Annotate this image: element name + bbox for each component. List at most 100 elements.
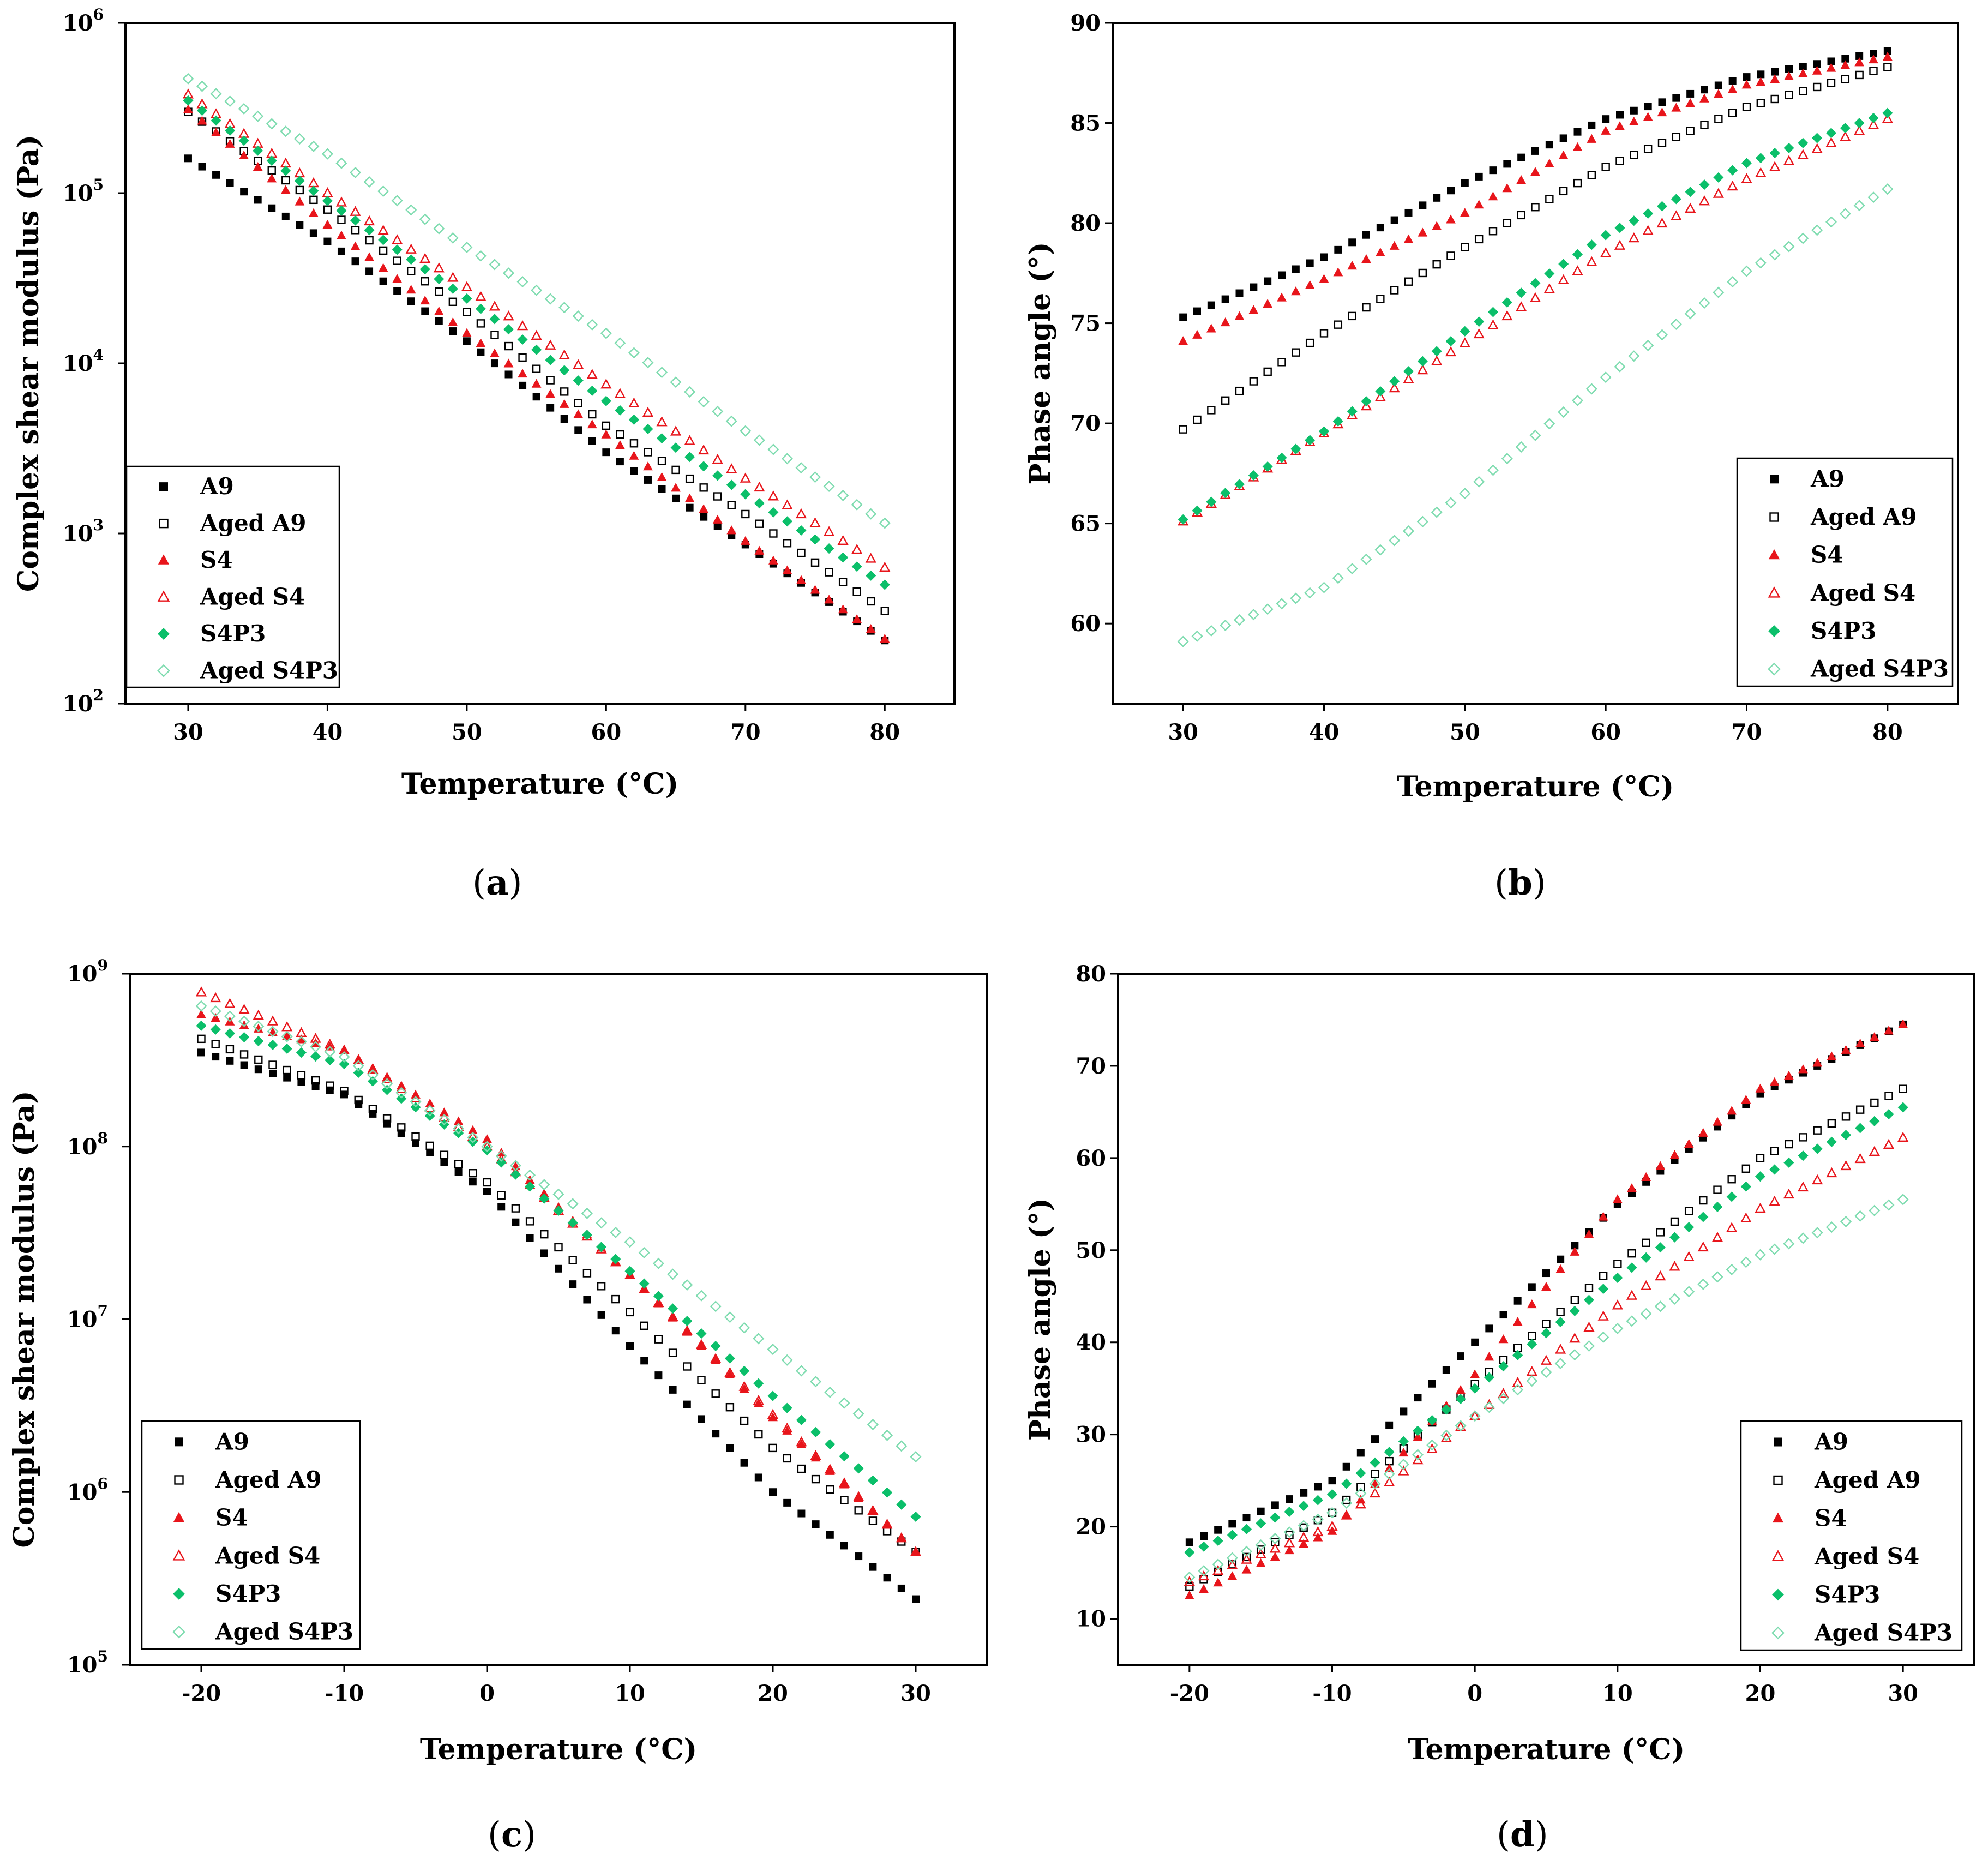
data-point [1899, 1084, 1907, 1093]
data-point [525, 1217, 534, 1226]
data-point [1601, 163, 1610, 171]
data-point [1769, 249, 1781, 261]
data-point [1572, 249, 1583, 260]
data-point [308, 140, 320, 152]
x-tick-label: 0 [1467, 1681, 1482, 1706]
data-point [483, 1187, 491, 1195]
data-point [266, 118, 278, 130]
data-point [698, 1415, 705, 1423]
data-point [867, 1475, 878, 1486]
data-point [381, 1078, 393, 1090]
data-point [1206, 323, 1216, 333]
series-aged-a9 [184, 107, 889, 615]
data-point [1431, 355, 1443, 365]
data-point [626, 1308, 634, 1317]
data-point [768, 1443, 777, 1453]
data-point [839, 1451, 850, 1462]
data-point [1558, 150, 1569, 160]
data-point [574, 426, 582, 434]
data-point [1192, 329, 1202, 339]
data-point [726, 525, 737, 535]
data-point [809, 471, 821, 483]
data-point [1841, 1112, 1851, 1121]
data-point [1515, 441, 1527, 453]
legend-label-a9: A9 [1814, 1429, 1848, 1455]
data-point [1529, 429, 1541, 441]
data-point [1671, 103, 1681, 112]
data-point [1257, 1507, 1265, 1515]
data-point [509, 1160, 521, 1172]
data-point [1655, 1161, 1666, 1170]
data-point [1206, 496, 1217, 507]
data-point [1656, 201, 1668, 212]
data-point [1585, 383, 1597, 395]
data-point [1825, 128, 1837, 139]
data-point [1179, 313, 1187, 321]
legend-marker-aged-a9 [1773, 1475, 1783, 1485]
data-point [1375, 247, 1385, 257]
data-point [1869, 1146, 1880, 1156]
data-point [1306, 259, 1314, 267]
panel-caption: (c) [488, 1814, 536, 1855]
data-point [1384, 1476, 1395, 1486]
data-point [1601, 125, 1611, 135]
data-point [1234, 311, 1245, 320]
data-point [782, 565, 792, 574]
data-point [1727, 180, 1738, 191]
data-point [1184, 1576, 1195, 1586]
data-point [1883, 1109, 1894, 1120]
data-point [1517, 153, 1525, 161]
data-point [1484, 1352, 1494, 1361]
data-point [240, 1061, 248, 1069]
data-point [1755, 1202, 1766, 1213]
data-point [1697, 1241, 1709, 1252]
data-point [421, 307, 429, 315]
data-point [1884, 1026, 1894, 1035]
data-point [1370, 1457, 1380, 1468]
data-point [1628, 350, 1640, 362]
data-point [652, 1257, 664, 1269]
panel-caption: (b) [1494, 862, 1546, 903]
data-point [310, 1041, 322, 1053]
data-point [1403, 373, 1414, 383]
x-tick-label: 60 [591, 719, 622, 745]
y-tick-label: 90 [1070, 10, 1101, 36]
data-point [1427, 1414, 1438, 1426]
data-point [1198, 1565, 1210, 1577]
data-point [434, 274, 445, 285]
data-point [711, 1389, 720, 1398]
data-point [868, 1516, 878, 1525]
data-point [1825, 1221, 1837, 1233]
data-point [1501, 310, 1513, 321]
x-axis-title: Temperature (°C) [1408, 1733, 1685, 1766]
data-point [504, 370, 513, 379]
x-tick-label: 80 [869, 719, 900, 745]
data-point [1869, 1032, 1879, 1041]
data-point [602, 448, 610, 457]
data-point [546, 376, 555, 385]
data-point [586, 319, 598, 331]
data-point [1826, 1136, 1837, 1147]
data-point [324, 1038, 335, 1049]
data-point [1292, 348, 1300, 357]
data-point [796, 575, 806, 584]
data-point [1612, 1322, 1624, 1334]
data-point [1740, 1212, 1752, 1222]
data-point [879, 517, 891, 529]
data-point [1627, 1249, 1636, 1258]
data-point [1305, 338, 1314, 347]
data-point [1326, 1507, 1338, 1519]
data-point [497, 1203, 506, 1211]
data-point [1233, 614, 1246, 626]
data-point [483, 1178, 491, 1187]
data-point [1612, 1272, 1623, 1284]
data-point [1276, 598, 1288, 610]
data-point [1256, 1558, 1266, 1567]
x-axis-title: Temperature (°C) [1397, 770, 1674, 803]
data-point [1241, 1564, 1252, 1574]
data-point [1583, 1294, 1595, 1305]
data-point [1426, 1439, 1438, 1451]
data-point [1714, 81, 1722, 89]
x-tick-label: 30 [1888, 1681, 1918, 1706]
data-point [497, 1191, 506, 1200]
